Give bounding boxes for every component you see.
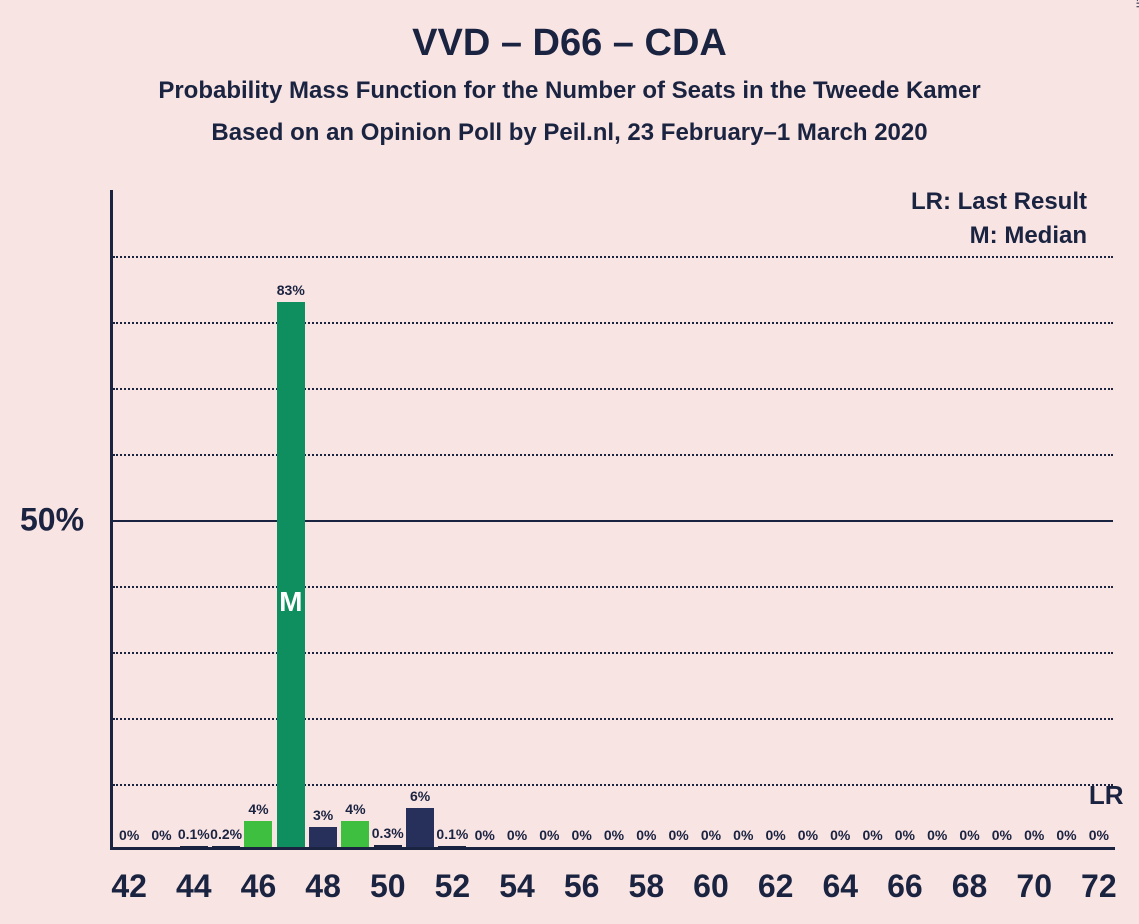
- bar: [244, 821, 272, 847]
- bar-value-label: 0%: [507, 827, 527, 843]
- bar-value-label: 0.3%: [372, 825, 404, 841]
- copyright-text: © 2020 Filip van Laenen: [1133, 0, 1139, 8]
- gridline: [113, 784, 1113, 786]
- gridline: [113, 586, 1113, 588]
- x-tick-label: 56: [564, 868, 600, 905]
- chart-subtitle-2: Based on an Opinion Poll by Peil.nl, 23 …: [0, 119, 1139, 147]
- bar-value-label: 0%: [701, 827, 721, 843]
- x-tick-label: 54: [499, 868, 535, 905]
- bar-value-label: 0%: [830, 827, 850, 843]
- bar: [406, 808, 434, 847]
- bar-value-label: 0%: [765, 827, 785, 843]
- bar-value-label: 0%: [669, 827, 689, 843]
- x-tick-label: 50: [370, 868, 406, 905]
- x-tick-label: 42: [111, 868, 147, 905]
- chart-subtitle-1: Probability Mass Function for the Number…: [0, 77, 1139, 105]
- bar-value-label: 6%: [410, 788, 430, 804]
- bar-value-label: 0.1%: [436, 826, 468, 842]
- y-axis-label: 50%: [20, 502, 84, 539]
- gridline: [113, 520, 1113, 522]
- chart-area: LR: Last Result M: Median 0%0%0.1%0.2%4%…: [110, 190, 1115, 850]
- x-tick-label: 52: [435, 868, 471, 905]
- bar-value-label: 0%: [733, 827, 753, 843]
- x-tick-label: 46: [241, 868, 277, 905]
- bar-value-label: 0%: [959, 827, 979, 843]
- bar: [277, 302, 305, 847]
- x-tick-label: 44: [176, 868, 212, 905]
- x-axis-line: [110, 847, 1115, 850]
- x-tick-label: 60: [693, 868, 729, 905]
- bar-value-label: 0%: [1089, 827, 1109, 843]
- gridline: [113, 454, 1113, 456]
- bar-value-label: 4%: [248, 801, 268, 817]
- bar-value-label: 83%: [277, 282, 305, 298]
- gridline: [113, 322, 1113, 324]
- x-tick-label: 58: [629, 868, 665, 905]
- bar-value-label: 0%: [604, 827, 624, 843]
- x-tick-label: 48: [305, 868, 341, 905]
- gridline: [113, 652, 1113, 654]
- bar-value-label: 0%: [895, 827, 915, 843]
- bar-value-label: 0.2%: [210, 826, 242, 842]
- x-tick-label: 70: [1016, 868, 1052, 905]
- bar: [341, 821, 369, 847]
- gridline: [113, 718, 1113, 720]
- bar-value-label: 0%: [636, 827, 656, 843]
- bar-value-label: 0.1%: [178, 826, 210, 842]
- gridline: [113, 256, 1113, 258]
- bar-value-label: 0%: [992, 827, 1012, 843]
- gridline: [113, 388, 1113, 390]
- x-tick-label: 62: [758, 868, 794, 905]
- lr-marker: LR: [1089, 780, 1124, 811]
- bar-value-label: 4%: [345, 801, 365, 817]
- bar-value-label: 0%: [572, 827, 592, 843]
- median-marker: M: [279, 586, 302, 618]
- bar-value-label: 0%: [862, 827, 882, 843]
- bar-value-label: 0%: [798, 827, 818, 843]
- x-tick-label: 68: [952, 868, 988, 905]
- bar-value-label: 0%: [1024, 827, 1044, 843]
- x-tick-label: 72: [1081, 868, 1117, 905]
- bar-value-label: 0%: [475, 827, 495, 843]
- bar-value-label: 0%: [1056, 827, 1076, 843]
- bar: [212, 846, 240, 847]
- bar-value-label: 0%: [927, 827, 947, 843]
- bar-value-label: 0%: [119, 827, 139, 843]
- x-tick-label: 66: [887, 868, 923, 905]
- bar: [374, 845, 402, 847]
- plot-area: 0%0%0.1%0.2%4%M83%3%4%0.3%6%0.1%0%0%0%0%…: [110, 190, 1115, 850]
- x-tick-label: 64: [822, 868, 858, 905]
- bar: [180, 846, 208, 847]
- chart-title: VVD – D66 – CDA: [0, 0, 1139, 65]
- bar: [438, 846, 466, 847]
- bar-value-label: 0%: [151, 827, 171, 843]
- bar: [309, 827, 337, 847]
- bar-value-label: 3%: [313, 807, 333, 823]
- bar-value-label: 0%: [539, 827, 559, 843]
